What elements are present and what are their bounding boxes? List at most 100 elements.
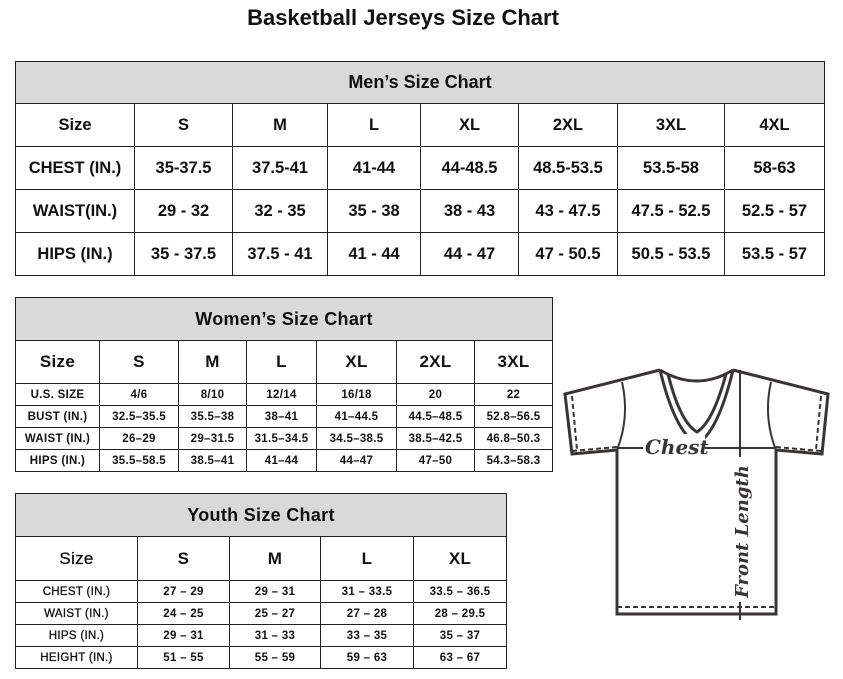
chest-label: Chest bbox=[645, 435, 709, 459]
table-cell: 51 – 55 bbox=[137, 646, 230, 669]
front-length-label: Front Length bbox=[732, 465, 753, 599]
table-cell: L bbox=[246, 340, 317, 384]
table-cell: 44 - 47 bbox=[420, 232, 519, 276]
table-row: WAIST(IN.) 29 - 32 32 - 35 35 - 38 38 - 43 43… bbox=[15, 189, 825, 233]
row-label: Size bbox=[15, 103, 135, 147]
table-cell: 32 - 35 bbox=[232, 189, 328, 233]
table-header-row: Size S M L XL 2XL 3XL bbox=[15, 340, 554, 384]
table-cell: 35.5–58.5 bbox=[99, 449, 179, 472]
table-cell: 31.5–34.5 bbox=[246, 427, 317, 450]
table-cell: 27 – 28 bbox=[320, 602, 414, 625]
table-row: HIPS (IN.) 29 – 31 31 – 33 33 – 35 35 – 37 bbox=[15, 624, 508, 647]
table-cell: 29–31.5 bbox=[178, 427, 247, 450]
table-row: CHEST (IN.) 35-37.5 37.5-41 41-44 44-48.5 48.… bbox=[15, 146, 825, 190]
table-cell: 34.5–38.5 bbox=[316, 427, 397, 450]
table-cell: 41-44 bbox=[327, 146, 421, 190]
table-cell: 44.5–48.5 bbox=[396, 405, 475, 428]
table-cell: 3XL bbox=[473, 340, 554, 384]
table-cell: 47 - 50.5 bbox=[518, 232, 618, 276]
table-cell: 54.3–58.3 bbox=[473, 449, 554, 472]
table-cell: 63 – 67 bbox=[412, 646, 508, 669]
table-cell: 52.8–56.5 bbox=[473, 405, 554, 428]
table-cell: 4XL bbox=[724, 103, 825, 147]
row-label: HIPS (IN.) bbox=[15, 624, 138, 647]
table-cell: 35 - 37.5 bbox=[134, 232, 233, 276]
mens-table-heading: Men’s Size Chart bbox=[15, 61, 825, 104]
table-cell: 38–41 bbox=[246, 405, 317, 428]
row-label: CHEST (IN.) bbox=[15, 146, 135, 190]
row-label: CHEST (IN.) bbox=[15, 580, 138, 603]
row-label: HIPS (IN.) bbox=[15, 449, 100, 472]
table-cell: 3XL bbox=[617, 103, 725, 147]
table-cell: 46.8–50.3 bbox=[473, 427, 554, 450]
table-row: HEIGHT (IN.) 51 – 55 55 – 59 59 – 63 63 – 67 bbox=[15, 646, 508, 669]
table-cell: 32.5–35.5 bbox=[99, 405, 179, 428]
table-cell: XL bbox=[412, 536, 508, 581]
table-cell: S bbox=[134, 103, 233, 147]
row-label: Size bbox=[15, 340, 100, 384]
page-title: Basketball Jerseys Size Chart bbox=[247, 5, 559, 30]
table-cell: 12/14 bbox=[246, 383, 317, 406]
table-cell: 53.5-58 bbox=[617, 146, 725, 190]
table-cell: 2XL bbox=[518, 103, 618, 147]
row-label: WAIST(IN.) bbox=[15, 189, 135, 233]
table-cell: 22 bbox=[473, 383, 554, 406]
table-row: HIPS (IN.) 35.5–58.5 38.5–41 41–44 44–47 47–5… bbox=[15, 449, 554, 472]
table-cell: 53.5 - 57 bbox=[724, 232, 825, 276]
table-cell: 50.5 - 53.5 bbox=[617, 232, 725, 276]
table-cell: 48.5-53.5 bbox=[518, 146, 618, 190]
table-cell: 35.5–38 bbox=[178, 405, 247, 428]
table-row: CHEST (IN.) 27 – 29 29 – 31 31 – 33.5 33.5 –… bbox=[15, 580, 508, 603]
table-cell: 38.5–42.5 bbox=[396, 427, 475, 450]
jersey-outline-icon bbox=[563, 368, 830, 616]
table-cell: 35 - 38 bbox=[327, 189, 421, 233]
table-cell: 28 – 29.5 bbox=[412, 602, 508, 625]
row-label: HIPS (IN.) bbox=[15, 232, 135, 276]
table-cell: 8/10 bbox=[178, 383, 247, 406]
table-row: WAIST (IN.) 24 – 25 25 – 27 27 – 28 28 – 29.… bbox=[15, 602, 508, 625]
table-header-row: Size S M L XL bbox=[15, 536, 508, 581]
table-cell: 29 – 31 bbox=[137, 624, 230, 647]
mens-size-table: Men’s Size Chart Size S M L XL 2XL 3XL 4XL CHEST… bbox=[15, 61, 825, 276]
table-cell: 16/18 bbox=[316, 383, 397, 406]
table-cell: 25 – 27 bbox=[229, 602, 321, 625]
row-label: WAIST (IN.) bbox=[15, 602, 138, 625]
table-cell: 38.5–41 bbox=[178, 449, 247, 472]
table-cell: XL bbox=[316, 340, 397, 384]
row-label: WAIST (IN.) bbox=[15, 427, 100, 450]
table-cell: 41–44.5 bbox=[316, 405, 397, 428]
table-cell: S bbox=[137, 536, 230, 581]
table-cell: 44–47 bbox=[316, 449, 397, 472]
table-cell: 37.5-41 bbox=[232, 146, 328, 190]
womens-table-heading: Women’s Size Chart bbox=[14, 297, 554, 341]
table-cell: 33 – 35 bbox=[320, 624, 414, 647]
table-cell: 35 – 37 bbox=[412, 624, 508, 647]
table-cell: 24 – 25 bbox=[137, 602, 230, 625]
table-cell: 29 – 31 bbox=[229, 580, 321, 603]
table-cell: 20 bbox=[396, 383, 475, 406]
table-cell: M bbox=[178, 340, 247, 384]
table-cell: M bbox=[232, 103, 328, 147]
womens-size-table: Women’s Size Chart Size S M L XL 2XL 3XL U.S. S… bbox=[14, 297, 554, 472]
table-cell: 33.5 – 36.5 bbox=[412, 580, 508, 603]
table-cell: S bbox=[99, 340, 179, 384]
table-cell: 31 – 33 bbox=[229, 624, 321, 647]
table-row: BUST (IN.) 32.5–35.5 35.5–38 38–41 41–44.5 44… bbox=[15, 405, 554, 428]
table-cell: L bbox=[320, 536, 414, 581]
table-cell: XL bbox=[420, 103, 519, 147]
table-cell: 27 – 29 bbox=[137, 580, 230, 603]
table-row: HIPS (IN.) 35 - 37.5 37.5 - 41 41 - 44 44 - … bbox=[15, 232, 825, 276]
table-cell: 58-63 bbox=[724, 146, 825, 190]
table-cell: 44-48.5 bbox=[420, 146, 519, 190]
table-cell: 4/6 bbox=[99, 383, 179, 406]
jersey-diagram: Chest Front Length bbox=[563, 368, 830, 620]
table-row: WAIST (IN.) 26–29 29–31.5 31.5–34.5 34.5–38.… bbox=[15, 427, 554, 450]
table-row: U.S. SIZE 4/6 8/10 12/14 16/18 20 22 bbox=[15, 383, 554, 406]
table-cell: 52.5 - 57 bbox=[724, 189, 825, 233]
youth-table-heading: Youth Size Chart bbox=[14, 493, 508, 537]
table-cell: M bbox=[229, 536, 321, 581]
table-cell: 29 - 32 bbox=[134, 189, 233, 233]
table-cell: 47–50 bbox=[396, 449, 475, 472]
table-cell: 43 - 47.5 bbox=[518, 189, 618, 233]
table-cell: 55 – 59 bbox=[229, 646, 321, 669]
